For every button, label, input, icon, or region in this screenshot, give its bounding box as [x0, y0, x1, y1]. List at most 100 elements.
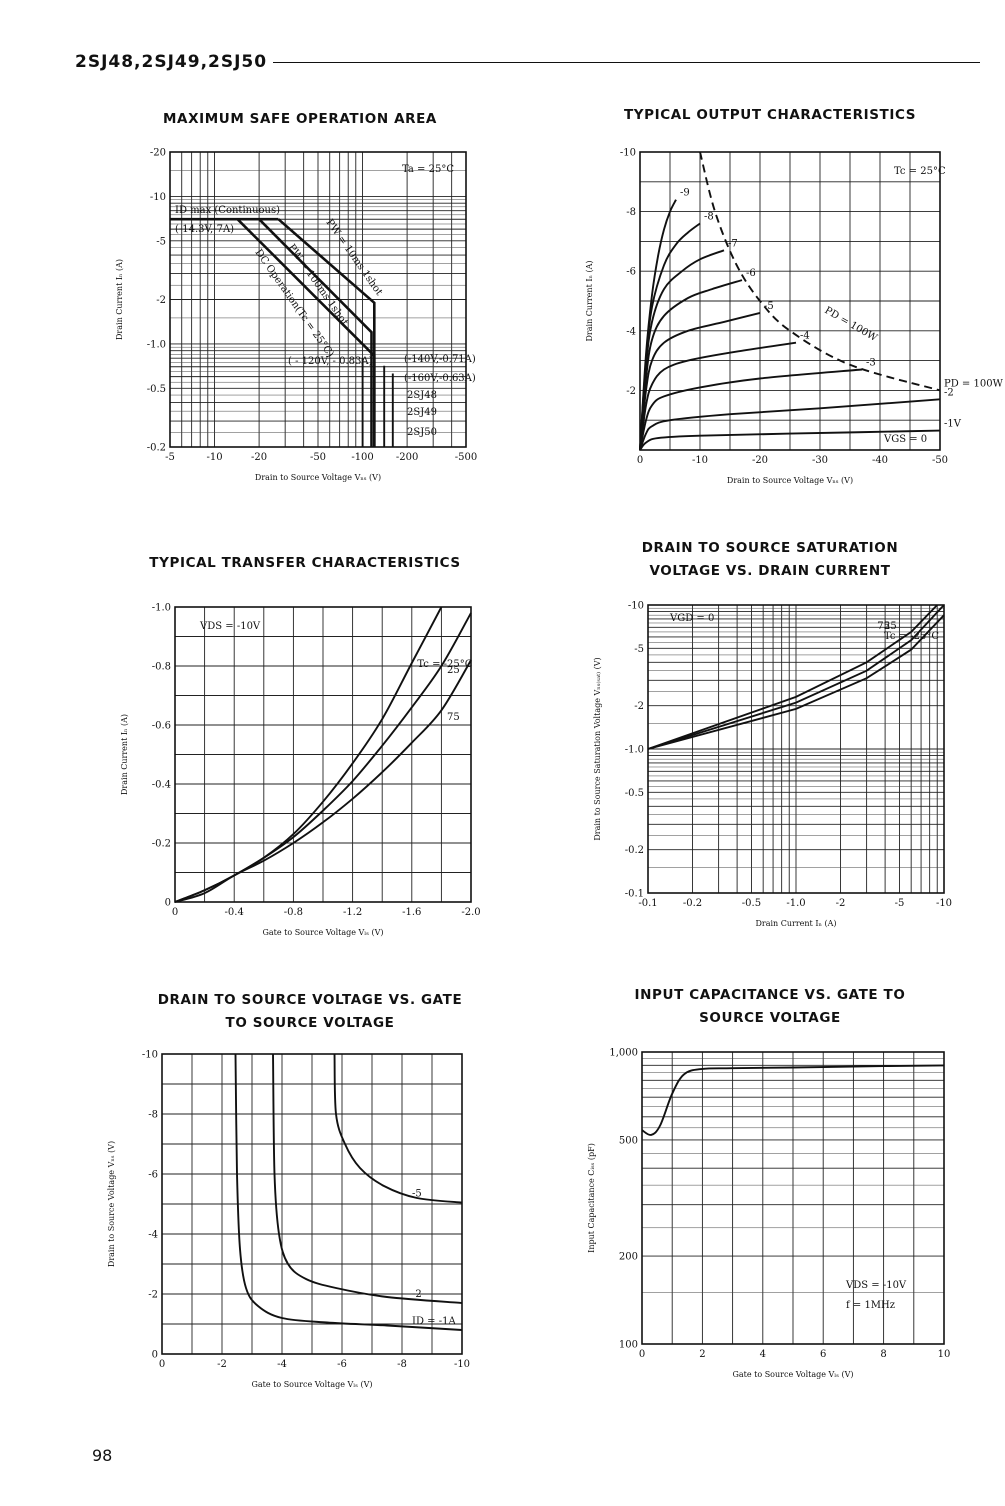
y-tick-label: -0.2	[147, 443, 166, 454]
header-rule	[75, 62, 980, 63]
y-tick-label: -2	[634, 701, 644, 712]
series-label: Tc = -25°C	[417, 659, 472, 670]
y-tick-label: -1.0	[625, 745, 644, 756]
series-line	[699, 151, 941, 392]
x-tick-label: -500	[455, 452, 477, 463]
chart-title-safe: MAXIMUM SAFE OPERATION AREA	[163, 111, 437, 127]
chart-annotation: VGS = 0	[883, 434, 927, 445]
chart-annotation: f = 1MHz	[846, 1300, 895, 1311]
y-tick-label: -8	[626, 207, 636, 218]
series-label: 75	[877, 621, 890, 632]
plot-frame	[639, 151, 941, 451]
series-label: Tc = -25°C	[884, 631, 939, 642]
plot-frame	[174, 606, 472, 903]
x-axis-label: Gate to Source Voltage Vₗₛ (V)	[251, 1380, 372, 1389]
series-line	[236, 218, 376, 447]
x-tick-label: -2.0	[461, 907, 480, 918]
page-number: 98	[92, 1446, 113, 1465]
x-tick-label: -20	[251, 452, 267, 463]
y-tick-label: -5	[634, 644, 644, 655]
y-tick-label: 0	[152, 1350, 158, 1361]
x-tick-label: -1.6	[402, 907, 421, 918]
chart-annotation: VDS = -10V	[199, 621, 261, 632]
y-tick-label: 100	[619, 1340, 638, 1351]
y-tick-label: -0.8	[152, 662, 171, 673]
x-tick-label: 0	[159, 1359, 165, 1370]
y-tick-label: 200	[619, 1252, 638, 1263]
chart-annotation: PD = 100W	[823, 305, 880, 344]
x-tick-label: -100	[351, 452, 373, 463]
y-tick-label: -1.0	[152, 603, 171, 614]
series-label: -1V	[944, 419, 962, 430]
y-tick-label: -6	[148, 1170, 158, 1181]
x-tick-label: -4	[277, 1359, 287, 1370]
series-line	[258, 218, 373, 447]
chart-annotation: VGD = 0	[669, 613, 714, 624]
series-label: -6	[746, 268, 756, 279]
chart-title-capacitance: INPUT CAPACITANCE VS. GATE TO SOURCE VOL…	[634, 987, 906, 1026]
series-label: -5	[764, 301, 774, 312]
series-label: -2	[412, 1289, 422, 1300]
y-tick-label: -0.1	[625, 889, 644, 900]
series-line	[647, 604, 938, 750]
series-label: -2	[944, 387, 954, 398]
plot-frame	[641, 1051, 945, 1345]
x-tick-label: -5	[895, 898, 905, 909]
x-tick-label: -10	[936, 898, 952, 909]
saturation-voltage-chart: -0.1 -0.2 -0.5 -1.0 -2 -5 -10 -10 -5 -2 -1.0 -0.5 -0…	[593, 601, 952, 929]
x-tick-label: -2	[217, 1359, 227, 1370]
series-label: 25	[447, 665, 460, 676]
x-tick-label: -0.2	[683, 898, 702, 909]
y-tick-label: -6	[626, 267, 636, 278]
y-axis-label: Drain to Source Voltage Vₙₛ (V)	[107, 1141, 116, 1267]
y-tick-label: -4	[148, 1230, 158, 1241]
chart-annotation: 2SJ50	[407, 427, 437, 438]
chart-title-output: TYPICAL OUTPUT CHARACTERISTICS	[623, 107, 917, 123]
plot-frame	[161, 1053, 463, 1355]
y-tick-label: -4	[626, 326, 636, 337]
x-tick-label: -40	[872, 455, 888, 466]
y-axis-label: Drain Current Iₙ (A)	[120, 714, 129, 795]
x-tick-label: -10	[692, 455, 708, 466]
chart-annotation: 2SJ49	[407, 407, 437, 418]
series-label: ID = -1A	[412, 1316, 456, 1327]
x-tick-label: -1.0	[786, 898, 805, 909]
x-tick-label: -0.8	[284, 907, 303, 918]
series-label: -4	[800, 331, 810, 342]
y-tick-label: -8	[148, 1110, 158, 1121]
y-axis-label: Drain Current Iₙ (A)	[115, 259, 124, 340]
chart-title-saturation: DRAIN TO SOURCE SATURATION VOLTAGE VS. D…	[641, 540, 899, 579]
x-tick-label: -0.4	[225, 907, 244, 918]
y-tick-label: -10	[150, 192, 166, 203]
series-line	[647, 614, 945, 750]
x-tick-label: 0	[637, 455, 643, 466]
y-tick-label: -2	[156, 295, 166, 306]
x-tick-label: 8	[880, 1349, 886, 1360]
y-tick-label: 500	[619, 1135, 638, 1146]
series-line	[647, 604, 945, 750]
y-axis-label: Input Capacitance Cᵢₛₛ (pF)	[587, 1143, 596, 1253]
y-tick-label: -10	[628, 601, 644, 612]
safe-operation-area-chart: -5 -10 -20 -50 -100 -200 -500 -20 -10 -5 -2 -1.0 -0.…	[115, 148, 477, 483]
chart-title-transfer: TYPICAL TRANSFER CHARACTERISTICS	[149, 555, 461, 571]
chart-annotation: ( - 120V, - 0.83A)	[288, 356, 373, 367]
series-label: PD = 100W	[944, 378, 1004, 389]
series-label: -8	[704, 212, 714, 223]
y-tick-label: -2	[148, 1290, 158, 1301]
x-tick-label: -8	[397, 1359, 407, 1370]
chart-annotation: (-140V,-0.71A)	[404, 354, 476, 365]
y-tick-label: -0.2	[152, 839, 171, 850]
series-line	[639, 429, 941, 451]
series-line	[272, 1053, 463, 1304]
x-tick-label: 10	[938, 1349, 951, 1360]
x-tick-label: 6	[820, 1349, 826, 1360]
chart-annotation: (-14.3V,-7A)	[175, 224, 234, 235]
y-tick-label: -10	[142, 1050, 158, 1061]
y-tick-label: -5	[156, 236, 166, 247]
series-line	[641, 1064, 945, 1136]
x-tick-label: -10	[454, 1359, 470, 1370]
series-line	[639, 398, 941, 451]
x-tick-label: -20	[752, 455, 768, 466]
x-axis-label: Drain to Source Voltage Vₙₛ (V)	[255, 473, 381, 482]
x-tick-label: -6	[337, 1359, 347, 1370]
